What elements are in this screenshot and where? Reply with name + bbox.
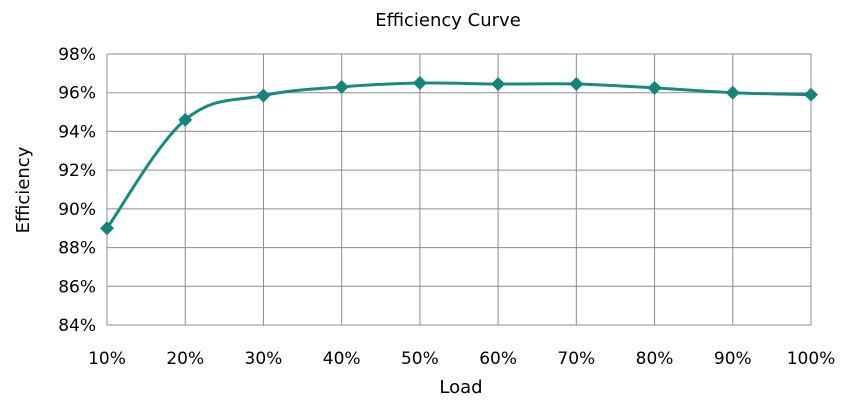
- series-markers: [100, 76, 818, 236]
- y-tick-label: 94%: [58, 122, 96, 142]
- x-tick-label: 50%: [401, 349, 439, 369]
- data-point-marker: [100, 221, 114, 236]
- x-tick-label: 60%: [479, 349, 517, 369]
- data-point-marker: [412, 76, 427, 91]
- data-point-marker: [334, 79, 349, 94]
- y-tick-label: 88%: [58, 239, 96, 259]
- y-tick-label: 98%: [58, 45, 96, 65]
- x-tick-label: 40%: [323, 349, 361, 369]
- gridlines: [107, 54, 811, 325]
- data-point-marker: [647, 80, 662, 95]
- data-point-marker: [256, 88, 271, 103]
- y-tick-label: 92%: [58, 161, 96, 181]
- x-tick-label: 10%: [88, 349, 126, 369]
- chart-title: Efficiency Curve: [375, 10, 521, 31]
- y-axis-label: Efficiency: [13, 146, 34, 233]
- x-tick-labels: 10% 20% 30% 40% 50% 60% 70% 80% 90% 100%: [88, 349, 835, 369]
- x-tick-label: 80%: [636, 349, 674, 369]
- series-line: [105, 81, 812, 230]
- data-point-marker: [569, 77, 584, 92]
- y-tick-label: 96%: [58, 84, 96, 104]
- data-point-marker: [804, 87, 818, 102]
- x-tick-label: 70%: [557, 349, 595, 369]
- data-point-marker: [491, 77, 506, 92]
- plot-frame: [106, 53, 812, 326]
- x-tick-label: 30%: [245, 349, 283, 369]
- x-axis-label: Load: [439, 377, 482, 398]
- x-tick-label: 20%: [166, 349, 204, 369]
- data-point-marker: [178, 112, 193, 127]
- y-tick-labels: 84% 86% 88% 90% 92% 94% 96% 98%: [58, 45, 96, 336]
- data-point-marker: [725, 85, 740, 100]
- x-tick-label: 90%: [714, 349, 752, 369]
- y-tick-label: 86%: [58, 277, 96, 297]
- x-tick-label: 100%: [787, 349, 836, 369]
- y-tick-label: 84%: [58, 316, 96, 336]
- y-tick-label: 90%: [58, 200, 96, 220]
